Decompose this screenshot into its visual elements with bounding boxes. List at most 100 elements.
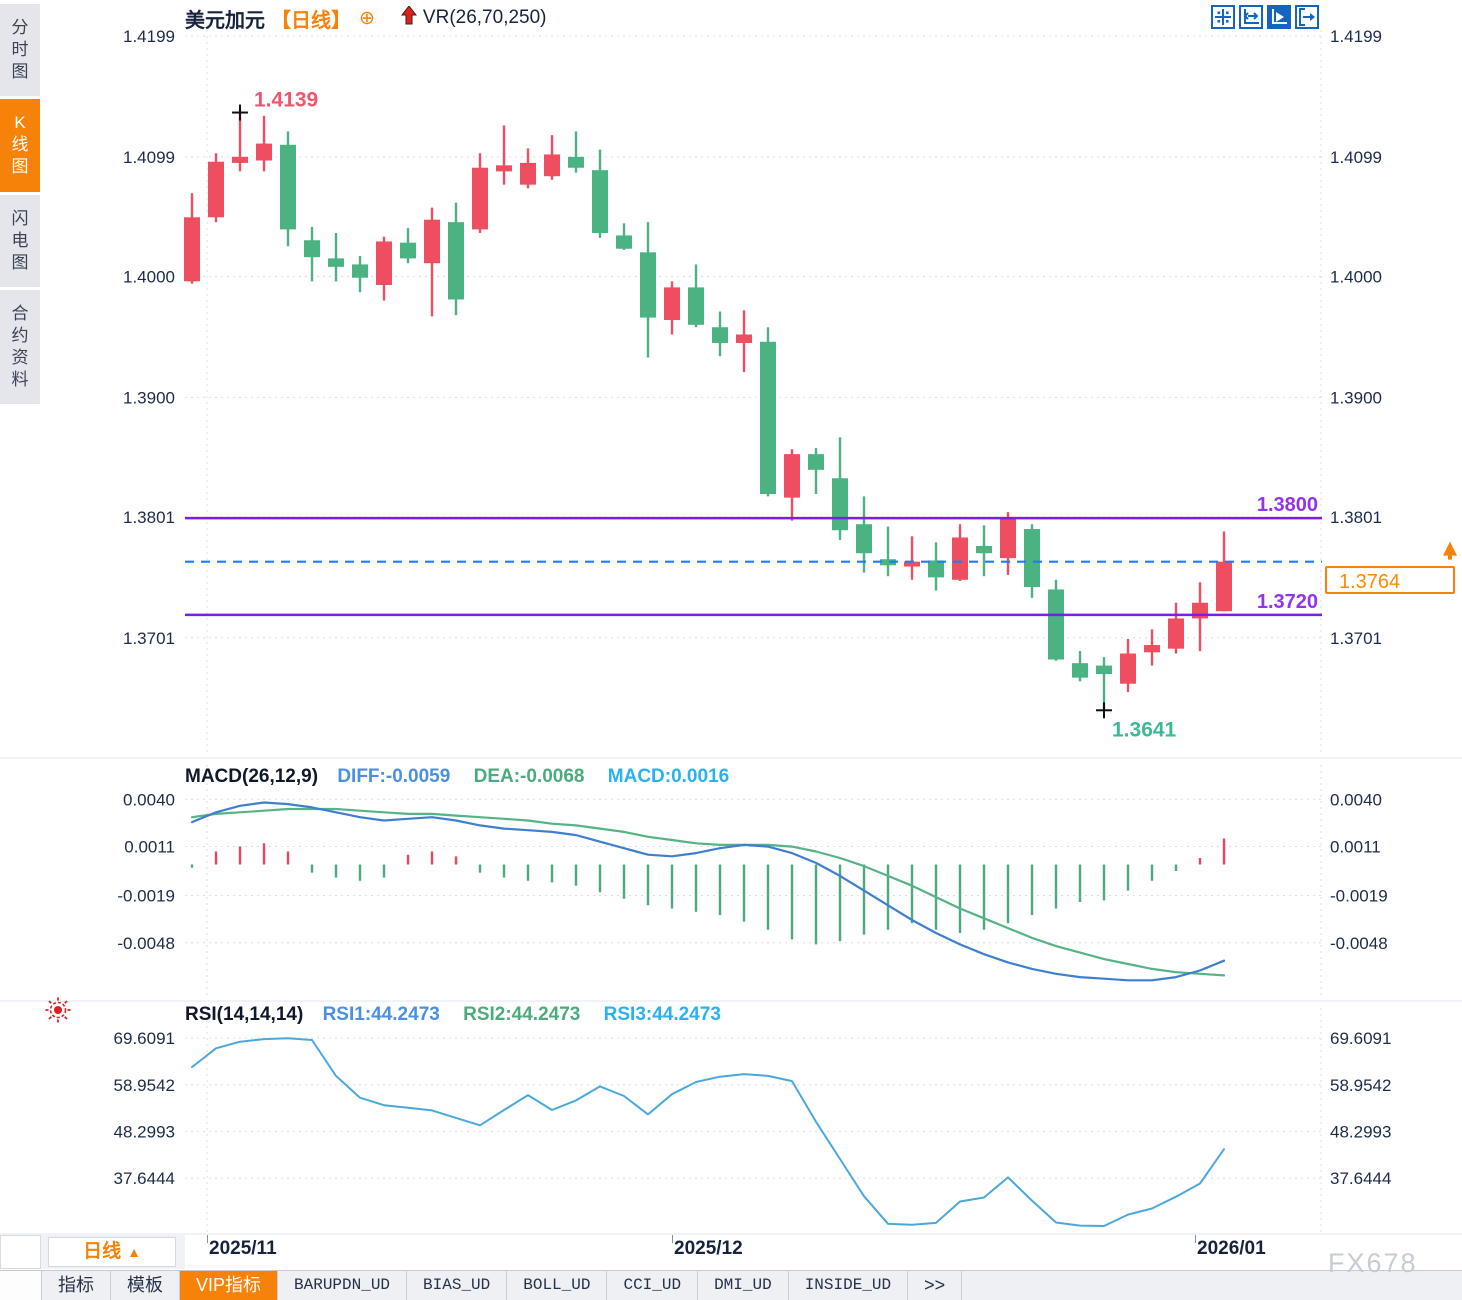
candle <box>1000 516 1016 559</box>
candle <box>664 287 680 320</box>
sidebar-tab-lightning[interactable]: 闪电图 <box>0 194 40 287</box>
candle <box>280 144 296 230</box>
chart-header: 美元加元 【日线】 ⊕ VR(26,70,250) <box>185 4 547 32</box>
bottom-tab-indicators[interactable]: 指标 <box>42 1271 111 1300</box>
candle <box>592 170 608 233</box>
y-axis-label: -0.0019 <box>1330 886 1388 905</box>
candle <box>808 454 824 470</box>
resistance-label: 1.3800 <box>1257 494 1318 516</box>
candle <box>328 258 344 267</box>
support-label: 1.3720 <box>1257 591 1318 613</box>
y-axis-label: 1.3701 <box>1330 629 1382 648</box>
red-up-arrow-icon <box>400 4 417 31</box>
candle <box>952 537 968 580</box>
candle <box>856 524 872 554</box>
macd-params[interactable]: MACD(26,12,9) <box>185 766 319 787</box>
bottom-tab-more[interactable]: >> <box>908 1271 963 1300</box>
x-axis-label: 2025/11 <box>209 1238 277 1259</box>
indicator-title: VR(26,70,250) <box>422 7 547 28</box>
rsi-params[interactable]: RSI(14,14,14) <box>185 1004 304 1025</box>
sidebar-tab-contract-info[interactable]: 合约资料 <box>0 289 40 405</box>
candle <box>352 264 368 278</box>
macd-dea-line <box>190 807 1226 977</box>
y-axis-label: 69.6091 <box>1330 1029 1391 1048</box>
candle <box>1072 663 1088 678</box>
bottom-tab-bar: 指标 模板 VIP指标 BARUPDN_UD BIAS_UD BOLL_UD CCI_UD D… <box>0 1270 1462 1300</box>
y-axis-label: 1.3701 <box>123 629 175 648</box>
candle <box>880 559 896 566</box>
sidebar-tab-label: 合约资料 <box>11 303 29 390</box>
macd-header: MACD(26,12,9) DIFF:-0.0059 DEA:-0.0068 M… <box>185 766 729 788</box>
crosshair-move-icon[interactable] <box>1211 5 1235 29</box>
candle <box>832 478 848 531</box>
axis-corner-cell <box>0 1235 41 1269</box>
alert-sun-icon[interactable] <box>44 996 72 1029</box>
period-dropdown[interactable]: 日线 ▲ <box>48 1237 176 1267</box>
candle <box>184 217 200 282</box>
bottom-tab-vip-indicators[interactable]: VIP指标 <box>180 1271 279 1300</box>
bottom-tab-barupdn_ud[interactable]: BARUPDN_UD <box>278 1271 408 1300</box>
sidebar-tab-kline[interactable]: K线图 <box>0 99 40 192</box>
candle <box>640 252 656 318</box>
bottom-tab-inside_ud[interactable]: INSIDE_UD <box>789 1271 909 1300</box>
candle <box>424 219 440 264</box>
macd-diff-value: DIFF:-0.0059 <box>337 766 451 787</box>
sidebar-tab-label: K线图 <box>11 113 29 177</box>
y-axis-label: 1.4199 <box>123 27 175 46</box>
rsi3-value: RSI3:44.2473 <box>603 1004 721 1025</box>
candle <box>928 560 944 578</box>
candle <box>448 222 464 300</box>
sidebar-tab-label: 分时图 <box>11 18 29 82</box>
candle <box>784 454 800 498</box>
y-axis-label: 1.4099 <box>1330 148 1382 167</box>
pan-right-icon[interactable] <box>1295 5 1319 29</box>
high-price-label: 1.4139 <box>254 89 318 112</box>
axis-autoscroll-icon[interactable] <box>1267 5 1291 29</box>
y-axis-label: 0.0011 <box>1330 838 1381 857</box>
bottom-tab-boll_ud[interactable]: BOLL_UD <box>507 1271 608 1300</box>
low-price-label: 1.3641 <box>1112 718 1177 741</box>
y-axis-label: -0.0048 <box>1330 934 1388 953</box>
y-axis-label: 0.0040 <box>123 790 175 809</box>
y-axis-label: 58.9542 <box>114 1076 175 1095</box>
rsi1-value: RSI1:44.2473 <box>322 1004 440 1025</box>
dropdown-up-icon: ▲ <box>127 1244 141 1260</box>
candle <box>376 241 392 285</box>
period-dropdown-label: 日线 <box>83 1241 122 1262</box>
period-tag[interactable]: 【日线】 <box>271 9 351 32</box>
y-axis-label: 1.3900 <box>1330 388 1382 407</box>
macd-dea-value: DEA:-0.0068 <box>473 766 585 787</box>
y-axis-label: 1.4099 <box>123 148 175 167</box>
y-axis-label: 1.4000 <box>123 268 175 287</box>
candle <box>520 162 536 185</box>
x-axis-strip: 日线 ▲ 2025/11 2025/12 2026/01 <box>0 1235 1462 1270</box>
sidebar: 分时图 K线图闪电图合约资料 <box>0 4 40 407</box>
circle-plus-icon[interactable]: ⊕ <box>359 7 375 29</box>
bottom-tab-cci_ud[interactable]: CCI_UD <box>607 1271 699 1300</box>
y-axis-label: -0.0019 <box>117 886 175 905</box>
rsi-header: RSI(14,14,14) RSI1:44.2473 RSI2:44.2473 … <box>185 1004 721 1026</box>
candle <box>1024 529 1040 588</box>
y-axis-label: 0.0040 <box>1330 790 1382 809</box>
sidebar-tab-label: 闪电图 <box>11 208 29 272</box>
y-axis-label: 37.6444 <box>114 1169 175 1188</box>
y-axis-label: 1.3900 <box>123 388 175 407</box>
symbol-title: 美元加元 <box>185 9 265 32</box>
x-axis-label: 2025/12 <box>674 1238 743 1259</box>
bottom-tab-bias_ud[interactable]: BIAS_UD <box>407 1271 508 1300</box>
x-axis-tick <box>1195 1235 1196 1243</box>
rsi2-value: RSI2:44.2473 <box>463 1004 581 1025</box>
candle <box>688 287 704 325</box>
bottom-tab-dmi_ud[interactable]: DMI_UD <box>698 1271 789 1300</box>
y-axis-label: -0.0048 <box>117 934 175 953</box>
candle <box>472 167 488 230</box>
y-axis-label: 48.2993 <box>114 1122 175 1141</box>
y-axis-label: 48.2993 <box>1330 1122 1391 1141</box>
candle <box>616 235 632 249</box>
axis-scale-icon[interactable] <box>1239 5 1263 29</box>
sidebar-tab-timeshare[interactable]: 分时图 <box>0 4 40 97</box>
candle <box>400 242 416 259</box>
candle <box>712 327 728 343</box>
bottom-tab-templates[interactable]: 模板 <box>111 1271 180 1300</box>
